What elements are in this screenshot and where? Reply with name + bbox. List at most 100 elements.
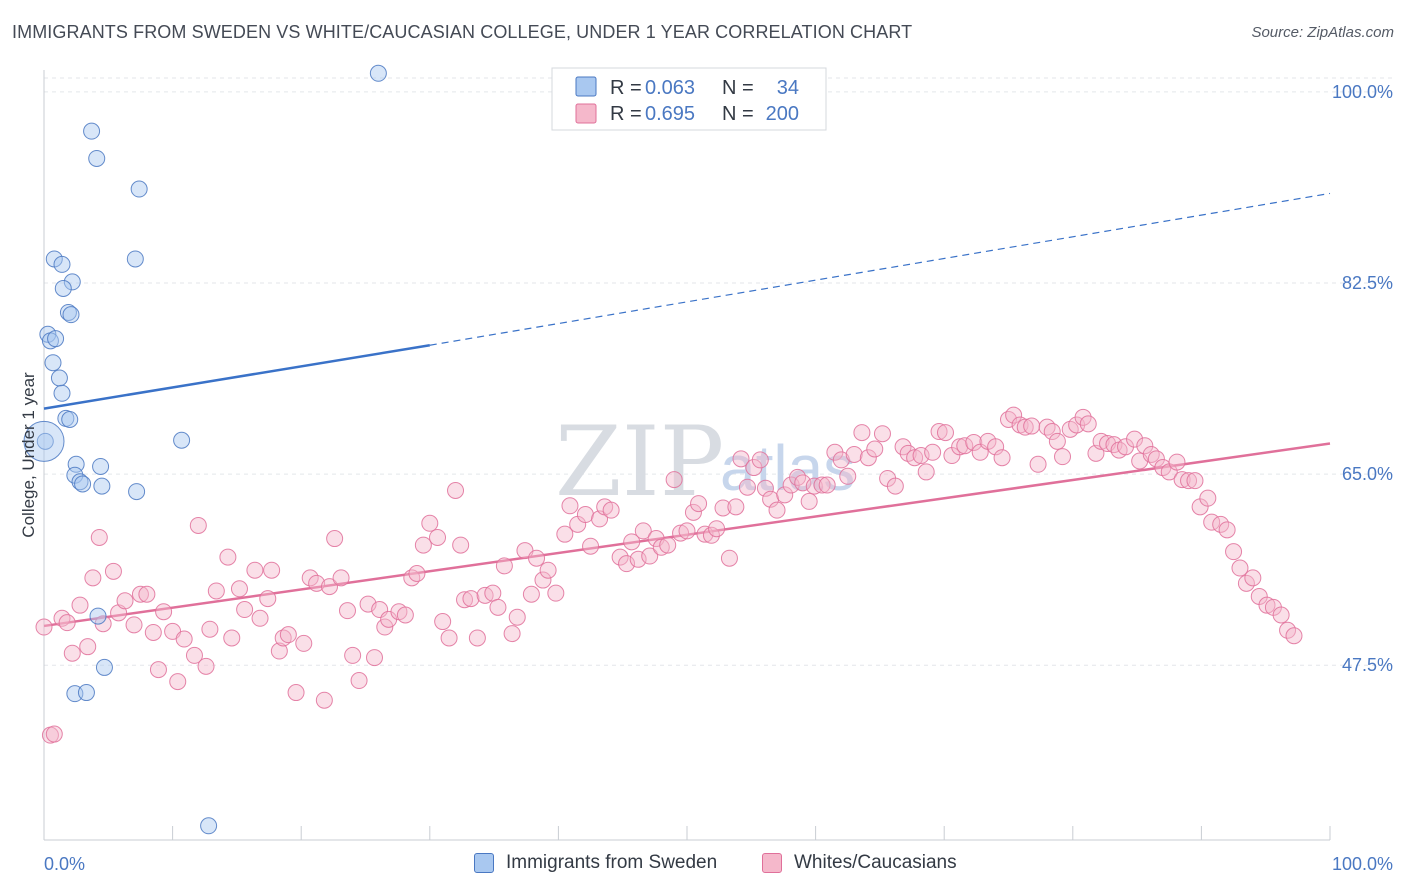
whites-point [1285,627,1303,645]
stats-legend-box [551,67,827,131]
whites-point [1272,606,1290,624]
trend-lines [43,192,1331,628]
whites-point [338,602,356,620]
legend-swatch-sweden [474,853,494,873]
whites-point [623,533,641,551]
sweden-point [39,325,57,343]
sweden-point [44,354,62,372]
whites-point [45,725,63,743]
whites-point [236,601,254,619]
whites-point [144,623,162,641]
sweden-trend-extension [429,192,1331,346]
whites-point [1126,430,1144,448]
whites-point [993,449,1011,467]
whites-point [116,592,134,610]
whites-point [270,642,288,660]
whites-point [708,520,726,538]
sweden-point [54,279,72,297]
sweden-point [71,473,89,491]
sweden-point [83,122,101,140]
legend-item-sweden[interactable]: Immigrants from Sweden [474,852,717,874]
whites-point [421,514,439,532]
sweden-point [95,658,113,676]
whites-point [547,584,565,602]
whites-point [930,423,948,441]
sweden-point [369,64,387,82]
whites-point [1225,543,1243,561]
whites-point [873,425,891,443]
whites-point [84,569,102,587]
whites-point [63,644,81,662]
whites-point [720,549,738,567]
x-tick-label: 0.0% [44,854,85,874]
sweden-point [77,684,95,702]
y-tick-label: 82.5% [1342,273,1393,293]
whites-point [149,661,167,679]
stats-r-value-sweden: 0.063 [645,77,695,99]
sweden-point [92,457,110,475]
whites-point [556,525,574,543]
whites-point [274,629,292,647]
whites-point [138,585,156,603]
whites-point [332,569,350,587]
whites-point [350,672,368,690]
whites-point [1043,423,1061,441]
whites-point [1231,559,1249,577]
x-tick-labels: 0.0% 100.0% [44,854,1393,874]
whites-point [155,603,173,621]
sweden-point [53,384,71,402]
whites-point [1079,415,1097,433]
whites-point [665,471,683,489]
whites-point [528,549,546,567]
whites-point [440,629,458,647]
whites-point [1258,596,1276,614]
chart-title: IMMIGRANTS FROM SWEDEN VS WHITE/CAUCASIA… [12,22,913,42]
whites-point [756,479,774,497]
whites-point [768,501,786,519]
whites-point [259,590,277,608]
whites-point [917,463,935,481]
whites-point [90,528,108,546]
whites-point [207,582,225,600]
sweden-point [93,477,111,495]
whites-point [169,673,187,691]
whites-point [582,537,600,555]
whites-point [727,498,745,516]
sweden-point [88,149,106,167]
whites-point [185,646,203,664]
whites-trend-line [43,442,1331,628]
whites-point [223,629,241,647]
whites-point [251,609,269,627]
legend-item-whites[interactable]: Whites/Caucasians [762,852,957,874]
sweden-point [59,303,77,321]
whites-point [751,451,769,469]
whites-point [279,626,297,644]
stats-legend: R = 0.063 N = 34 R = 0.695 N = 200 [551,67,827,131]
whites-point [462,590,480,608]
whites-point [1244,569,1262,587]
y-tick-label: 47.5% [1342,655,1393,675]
whites-point [71,596,89,614]
whites-point [853,424,871,442]
legend-swatch-whites [762,853,782,873]
whites-point [1023,417,1041,435]
sweden-point [50,369,68,387]
stats-r-label-sweden: R = [610,77,642,99]
whites-point [201,620,219,638]
whites-point [672,524,690,542]
stats-legend-swatch-whites [575,103,597,124]
whites-point [1029,455,1047,473]
whites-point [376,618,394,636]
sweden-point [53,255,71,273]
whites-point [522,585,540,603]
whites-point [320,578,338,596]
whites-point [131,585,149,603]
whites-point [906,449,924,467]
axes [43,70,1331,841]
whites-point [468,629,486,647]
watermark-zip: ZIP [555,406,724,518]
grid-lines [44,77,1392,666]
sweden-point [74,475,92,493]
sweden-point [23,420,65,462]
